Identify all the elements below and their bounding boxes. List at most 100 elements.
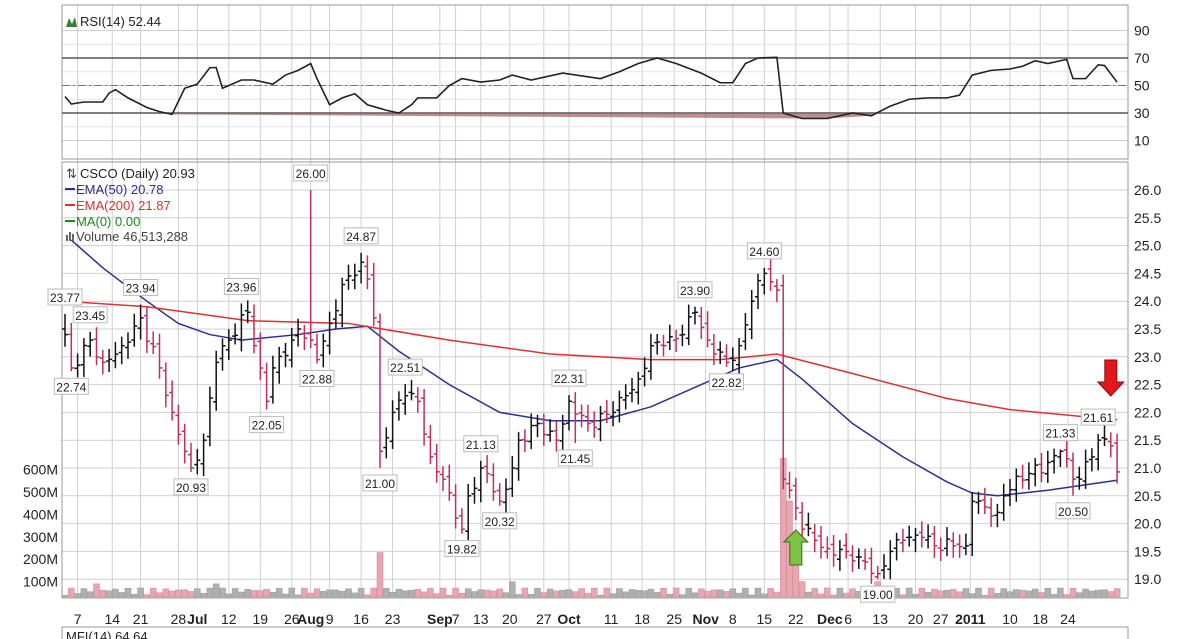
volume-bar xyxy=(710,589,718,598)
volume-bar xyxy=(805,591,812,598)
volume-bar xyxy=(590,587,598,598)
price-label-high: 26.00 xyxy=(296,167,326,181)
symbol-title: CSCO (Daily) 20.93 xyxy=(80,166,195,181)
volume-bar xyxy=(635,590,642,598)
volume-bar xyxy=(918,588,926,598)
volume-bar xyxy=(1050,594,1058,598)
volume-bar xyxy=(798,581,806,598)
overlay-line-ema200 xyxy=(64,300,1118,421)
volume-bar xyxy=(647,588,655,598)
sell-signal-arrow-icon xyxy=(1096,359,1125,397)
price-label-high: 23.45 xyxy=(75,309,105,323)
price-label-low: 22.05 xyxy=(252,419,282,433)
volume-bar xyxy=(761,593,768,598)
volume-bar xyxy=(559,589,566,598)
volume-bar xyxy=(471,591,478,598)
volume-bar xyxy=(118,592,125,598)
volume-bar xyxy=(565,589,573,598)
volume-bar xyxy=(244,589,251,598)
x-tick-label: Aug xyxy=(297,611,324,627)
price-label-box xyxy=(1042,424,1078,442)
volume-bar xyxy=(824,587,831,598)
volume-bar xyxy=(175,589,182,598)
volume-bar xyxy=(408,590,415,598)
volume-tick-label: 300M xyxy=(23,529,58,545)
price-label-box xyxy=(463,435,499,453)
price-label-box xyxy=(343,227,379,245)
price-label-box xyxy=(482,512,518,530)
x-tick-label: 24 xyxy=(1060,611,1076,627)
volume-bar xyxy=(716,589,724,598)
volume-bar xyxy=(962,588,970,598)
volume-tick-label: 100M xyxy=(23,574,58,590)
x-tick-label: 14 xyxy=(104,611,120,627)
price-label-low: 22.88 xyxy=(302,372,332,386)
ema50-label: EMA(50) 20.78 xyxy=(76,182,163,197)
bar-chart-icon: ⇅ xyxy=(66,166,77,181)
x-tick-label: 20 xyxy=(908,611,924,627)
x-tick-label: Oct xyxy=(557,611,581,627)
x-tick-label: 26 xyxy=(284,611,300,627)
price-label-box xyxy=(249,416,285,434)
ma0-label: MA(0) 0.00 xyxy=(76,214,140,229)
price-label-box xyxy=(677,281,713,299)
volume-bar xyxy=(830,594,837,598)
volume-bar xyxy=(735,592,743,598)
volume-bar xyxy=(672,587,680,598)
volume-bar xyxy=(124,588,132,598)
volume-bar xyxy=(143,594,151,598)
volume-bar xyxy=(294,594,302,598)
price-annotations: 23.77 22.74 23.45 23.94 20.93 23.96 22.05 26.00… xyxy=(47,164,1125,603)
volume-bar xyxy=(912,593,919,598)
price-label-box xyxy=(551,369,587,387)
price-label-box xyxy=(47,288,83,306)
ema200-label: EMA(200) 21.87 xyxy=(76,198,171,213)
volume-tick-label: 400M xyxy=(23,506,58,522)
volume-bar xyxy=(477,589,485,598)
volume-bar xyxy=(616,588,623,598)
price-label-low: 19.00 xyxy=(863,588,893,602)
price-label-box xyxy=(1055,502,1091,520)
volume-bar xyxy=(439,587,447,598)
price-label-high: 21.13 xyxy=(466,438,496,452)
volume-bar xyxy=(603,587,611,598)
rsi-panel xyxy=(61,4,1129,160)
volume-bar xyxy=(351,592,359,598)
volume-bar xyxy=(275,588,283,598)
x-tick-label: 18 xyxy=(634,611,650,627)
price-label-low: 22.74 xyxy=(56,380,86,394)
x-tick-label: 15 xyxy=(757,611,773,627)
volume-bar xyxy=(68,587,75,598)
volume-bar xyxy=(1025,590,1033,598)
price-label-high: 23.94 xyxy=(126,282,156,296)
volume-bar xyxy=(464,588,472,598)
price-label-low: 20.50 xyxy=(1058,505,1088,519)
volume-bar xyxy=(754,587,762,598)
volume-bar xyxy=(238,591,245,598)
volume-bar xyxy=(401,590,409,598)
rsi-tick-label: 50 xyxy=(1134,78,1150,94)
price-tick-label: 20.0 xyxy=(1134,516,1161,532)
volume-bar xyxy=(1057,587,1064,598)
volume-bar xyxy=(1069,587,1077,598)
volume-bar xyxy=(93,583,100,598)
volume-bar xyxy=(357,587,365,598)
price-legend: ⇅ CSCO (Daily) 20.93 EMA(50) 20.78 EMA(2… xyxy=(65,166,195,244)
volume-bar xyxy=(137,587,144,598)
volume-bar xyxy=(452,587,459,598)
price-label-box xyxy=(746,242,782,260)
volume-bar xyxy=(578,588,585,598)
price-label-high: 23.96 xyxy=(226,280,256,294)
volume-bar xyxy=(691,592,699,598)
volume-bar xyxy=(975,587,982,598)
volume-bar xyxy=(622,591,629,598)
volume-bar xyxy=(836,587,844,598)
volume-bar xyxy=(653,592,661,598)
volume-bar xyxy=(597,595,604,598)
volume-bar xyxy=(987,587,995,598)
volume-bar xyxy=(320,591,327,598)
rsi-label: RSI(14) 52.44 xyxy=(80,14,161,29)
volume-bar xyxy=(181,589,188,598)
price-label-low: 21.45 xyxy=(560,452,590,466)
